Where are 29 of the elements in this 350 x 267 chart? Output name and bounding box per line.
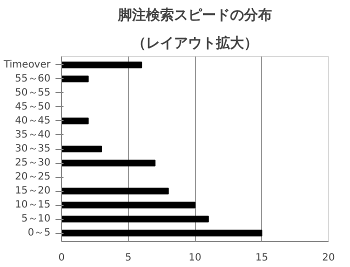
bar (62, 62, 142, 68)
y-tick-label: 0～5 (28, 228, 51, 239)
x-tick-label: 20 (322, 252, 335, 264)
x-tick-label: 5 (125, 252, 132, 264)
x-tick-label: 0 (58, 252, 65, 264)
y-tick-label: 5～10 (21, 214, 51, 225)
y-tick-label: 55～60 (15, 73, 51, 84)
bar (62, 118, 89, 124)
bar (62, 160, 156, 166)
bar (62, 146, 102, 152)
chart-title: 脚注検索スピードの分布 (117, 6, 272, 24)
y-tick-label: 40～45 (15, 115, 51, 126)
y-tick-label: 45～50 (15, 101, 51, 112)
x-tick-label: 10 (188, 252, 202, 264)
bar (62, 76, 89, 82)
y-tick-label: 20～25 (15, 172, 51, 183)
y-tick-label: 25～30 (15, 158, 51, 169)
bar (62, 230, 262, 236)
y-tick-label: 35～40 (15, 129, 51, 140)
y-tick-label: 30～35 (15, 144, 51, 154)
bar (62, 188, 169, 194)
bar (62, 202, 196, 208)
bar (62, 216, 209, 222)
y-tick-label: 15～20 (15, 186, 51, 197)
chart-subtitle: （レイアウト拡大） (132, 34, 258, 52)
y-tick-label: 50～55 (15, 87, 51, 98)
y-tick-label: 10～15 (15, 200, 51, 211)
y-tick-label: Timeover (2, 59, 52, 70)
x-tick-label: 15 (255, 252, 268, 264)
